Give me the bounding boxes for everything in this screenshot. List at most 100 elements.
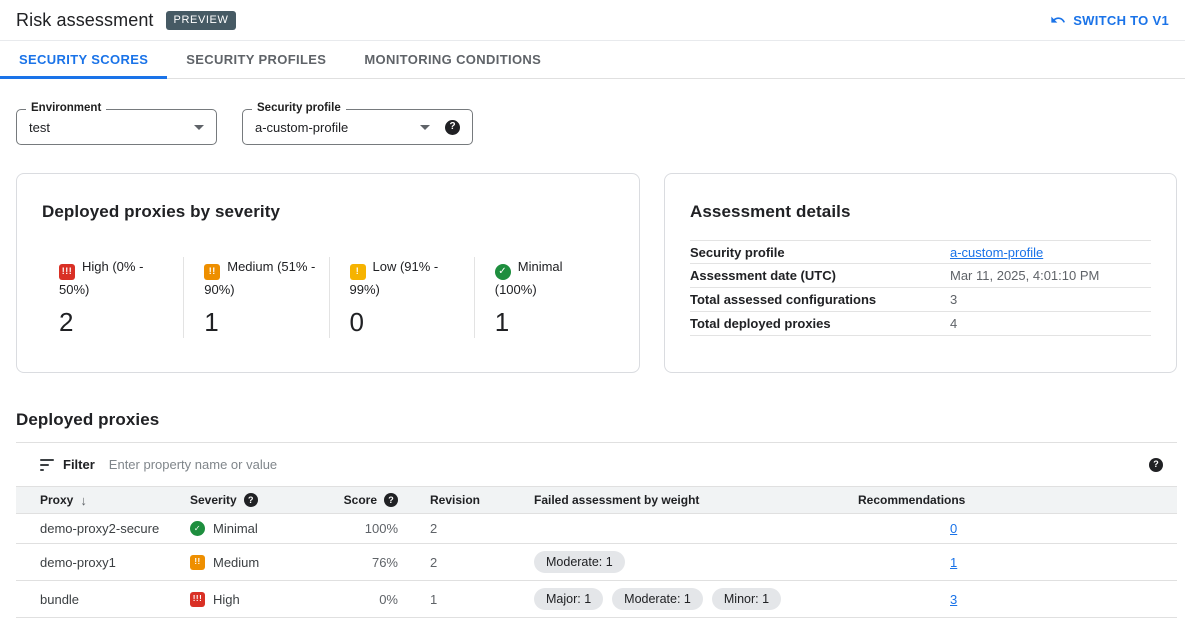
proxy-name: bundle xyxy=(40,591,80,607)
recommendations-link[interactable]: 1 xyxy=(950,554,958,570)
failed-assessment-cell: Moderate: 1 xyxy=(514,544,839,580)
severity-card-title: Deployed proxies by severity xyxy=(42,202,281,221)
stat-high-label: High (0% - 50%) xyxy=(59,259,144,297)
environment-select-value: test xyxy=(29,119,50,135)
detail-label: Total assessed configurations xyxy=(690,292,877,307)
score-cell: 100% xyxy=(364,521,398,536)
page-title: Risk assessment xyxy=(16,9,154,30)
stat-medium: !! Medium (51% - 90%) 1 xyxy=(183,257,328,338)
security-profile-select-label: Security profile xyxy=(252,102,346,114)
security-profile-select[interactable]: Security profile a-custom-profile ? xyxy=(242,102,473,145)
stat-low: ! Low (91% - 99%) 0 xyxy=(328,257,474,338)
security-profile-link[interactable]: a-custom-profile xyxy=(950,244,1044,260)
column-header-proxy[interactable]: Proxy ↓ xyxy=(40,492,87,508)
severity-cell: !!! High xyxy=(190,585,338,614)
high-severity-icon: !!! xyxy=(190,591,205,607)
assessment-details-table: Security profile a-custom-profile Assess… xyxy=(690,240,1151,336)
filter-icon[interactable] xyxy=(40,458,54,471)
proxy-name: demo-proxy2-secure xyxy=(40,521,160,536)
severity-cell: !! Medium xyxy=(190,548,338,577)
score-cell: 0% xyxy=(379,591,398,607)
weight-chip: Minor: 1 xyxy=(711,588,782,610)
revision-cell: 1 xyxy=(430,591,438,607)
chevron-down-icon xyxy=(420,124,430,130)
stat-low-label: Low (91% - 99%) xyxy=(349,259,439,297)
column-header-revision: Revision xyxy=(430,493,481,507)
high-severity-icon: !!! xyxy=(59,263,75,280)
column-header-recommendations: Recommendations xyxy=(858,493,966,507)
weight-chip: Moderate: 1 xyxy=(534,551,625,573)
stat-high-count: 2 xyxy=(59,306,74,337)
minimal-severity-icon: ✓ xyxy=(494,264,511,280)
detail-label: Total deployed proxies xyxy=(690,316,831,331)
chevron-down-icon xyxy=(194,124,204,130)
proxy-name: demo-proxy1 xyxy=(40,554,116,570)
stat-medium-label: Medium (51% - 90%) xyxy=(204,259,316,297)
low-severity-icon: ! xyxy=(349,263,366,280)
security-profile-select-value: a-custom-profile xyxy=(255,119,349,135)
switch-to-v1-label: SWITCH TO V1 xyxy=(1073,12,1169,28)
recommendations-link[interactable]: 0 xyxy=(950,521,958,536)
recommendations-link[interactable]: 3 xyxy=(950,591,958,607)
table-row: bundle !!! High 0% 1 Major: 1 Moderate: … xyxy=(16,581,1177,618)
stat-minimal: ✓ Minimal (100%) 1 xyxy=(473,257,619,338)
tab-bar: SECURITY SCORES SECURITY PROFILES MONITO… xyxy=(0,41,1185,79)
severity-stats: !!! High (0% - 50%) 2 !! Medium (51% - 90%… xyxy=(59,257,619,338)
environment-select-label: Environment xyxy=(26,102,107,114)
stat-minimal-label: Minimal (100%) xyxy=(494,259,563,297)
switch-to-v1-link[interactable]: SWITCH TO V1 xyxy=(1050,12,1169,28)
detail-row-deployed-proxies: Total deployed proxies 4 xyxy=(690,312,1151,336)
assessment-details-title: Assessment details xyxy=(690,202,851,221)
filter-input[interactable] xyxy=(108,457,1149,472)
help-icon[interactable]: ? xyxy=(1149,457,1163,472)
minimal-severity-icon: ✓ xyxy=(190,521,205,536)
stat-low-count: 0 xyxy=(349,306,364,337)
score-cell: 76% xyxy=(371,554,398,570)
summary-cards: Deployed proxies by severity !!! High (0%… xyxy=(16,173,1177,373)
failed-assessment-cell: Major: 1 Moderate: 1 Minor: 1 xyxy=(514,581,839,617)
deployed-proxies-table: Filter ? Proxy ↓ Severity ? Score ? Revi… xyxy=(16,442,1177,618)
column-header-failed-assessment: Failed assessment by weight xyxy=(534,493,700,507)
help-icon[interactable]: ? xyxy=(384,493,398,507)
medium-severity-icon: !! xyxy=(190,554,205,570)
column-header-score: Score ? xyxy=(338,493,414,507)
help-icon[interactable]: ? xyxy=(445,119,460,135)
weight-chip: Moderate: 1 xyxy=(612,588,703,610)
column-header-severity: Severity ? xyxy=(190,493,338,507)
detail-value: 4 xyxy=(950,316,958,331)
tab-security-profiles[interactable]: SECURITY PROFILES xyxy=(186,52,327,67)
detail-row-assessment-date: Assessment date (UTC) Mar 11, 2025, 4:01… xyxy=(690,264,1151,288)
severity-label: High xyxy=(213,591,240,607)
assessment-details-card: Assessment details Security profile a-cu… xyxy=(664,173,1177,373)
page-header: Risk assessment PREVIEW SWITCH TO V1 xyxy=(0,0,1185,41)
stat-medium-count: 1 xyxy=(204,306,219,337)
detail-value: 3 xyxy=(950,292,958,307)
revision-cell: 2 xyxy=(430,554,438,570)
filter-label: Filter xyxy=(63,457,95,472)
severity-cell: ✓ Minimal xyxy=(190,514,338,543)
revision-cell: 2 xyxy=(430,521,438,536)
severity-label: Medium xyxy=(213,554,260,570)
medium-severity-icon: !! xyxy=(204,263,221,280)
detail-label: Security profile xyxy=(690,244,785,260)
detail-row-assessed-configurations: Total assessed configurations 3 xyxy=(690,288,1151,312)
table-header-row: Proxy ↓ Severity ? Score ? Revision Fail… xyxy=(16,486,1177,514)
recommendations-cell: 1 xyxy=(839,548,1177,577)
preview-badge: PREVIEW xyxy=(165,10,237,30)
stat-minimal-count: 1 xyxy=(494,307,510,337)
deployed-proxies-title: Deployed proxies xyxy=(16,410,160,429)
table-row: demo-proxy1 !! Medium 76% 2 Moderate: 1 … xyxy=(16,544,1177,581)
detail-row-security-profile: Security profile a-custom-profile xyxy=(690,240,1151,264)
detail-value: Mar 11, 2025, 4:01:10 PM xyxy=(950,268,1100,283)
help-icon[interactable]: ? xyxy=(243,493,258,507)
tab-monitoring-conditions[interactable]: MONITORING CONDITIONS xyxy=(364,52,542,67)
severity-card: Deployed proxies by severity !!! High (0%… xyxy=(16,173,640,373)
environment-select[interactable]: Environment test xyxy=(16,102,217,145)
table-filter-toolbar: Filter ? xyxy=(16,442,1177,486)
weight-chip: Major: 1 xyxy=(534,588,604,610)
tab-security-scores[interactable]: SECURITY SCORES xyxy=(0,41,168,79)
undo-icon xyxy=(1051,16,1066,23)
stat-high: !!! High (0% - 50%) 2 xyxy=(59,257,183,338)
recommendations-cell: 0 xyxy=(839,514,1177,543)
